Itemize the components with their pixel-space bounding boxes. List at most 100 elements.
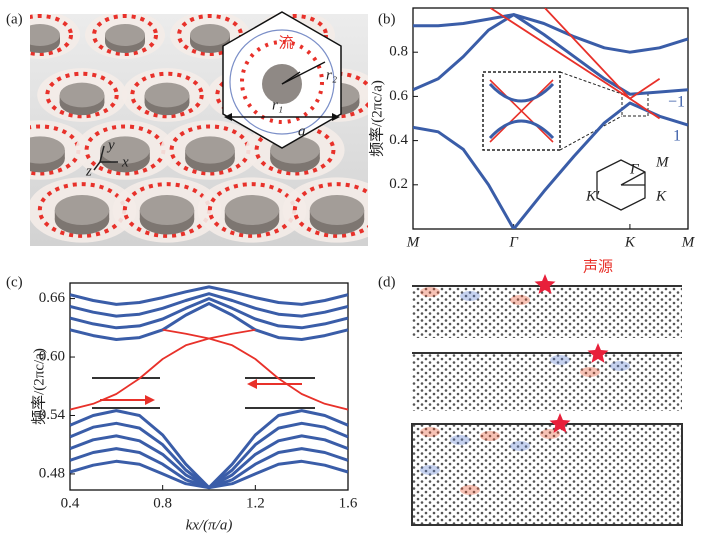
field-pattern xyxy=(420,274,630,495)
source-star xyxy=(549,413,571,433)
x-tick-label: K xyxy=(624,234,636,250)
y-tick-label: 0.66 xyxy=(39,290,66,306)
annotation: K xyxy=(655,188,667,204)
brillouin-zone xyxy=(596,159,646,211)
band-line xyxy=(544,8,661,100)
field-blob xyxy=(550,355,570,365)
r2-label: r₂ xyxy=(326,67,337,83)
flow-label: 流 xyxy=(278,34,293,51)
x-tick-label: 1.2 xyxy=(246,495,265,511)
rod-top xyxy=(190,24,230,46)
field-blob xyxy=(460,291,480,301)
x-label: x xyxy=(121,154,129,170)
panel-label: (b) xyxy=(378,11,396,27)
rod-top xyxy=(30,24,60,46)
rod-top xyxy=(139,195,195,225)
band-line xyxy=(70,421,348,490)
field-blob xyxy=(580,367,600,377)
field-blob xyxy=(420,427,440,437)
rod-top xyxy=(100,136,150,164)
arrow-head xyxy=(247,379,257,389)
y-tick-label: 0.6 xyxy=(389,88,408,104)
lattice-label: a xyxy=(298,123,306,139)
flow-ring xyxy=(240,40,324,124)
y-axis-label: 频率/(2πc/a) xyxy=(368,80,385,157)
y-tick-label: 0.54 xyxy=(39,407,66,423)
band-line xyxy=(70,292,348,318)
band-line xyxy=(413,13,688,96)
field-blob xyxy=(420,465,440,475)
rod-top xyxy=(144,82,190,108)
x-tick-label: 1.6 xyxy=(339,495,358,511)
source-label: 声源 xyxy=(583,257,613,275)
x-tick-label: 0.8 xyxy=(153,495,172,511)
rod-top xyxy=(54,195,110,225)
annotation: Γ xyxy=(629,161,640,177)
arrow-head xyxy=(224,113,232,121)
x-tick-label: 0.4 xyxy=(61,495,80,511)
inset-crossing xyxy=(489,79,554,143)
plot-frame xyxy=(69,282,349,491)
panel-label: (c) xyxy=(6,274,23,290)
y-tick-label: 0.2 xyxy=(389,176,408,192)
band-line xyxy=(70,285,348,306)
y-axis-arrow xyxy=(99,145,105,163)
source-star xyxy=(534,274,556,294)
r1-label: r₁ xyxy=(272,97,283,113)
rod-top xyxy=(105,24,145,46)
flow-ring xyxy=(45,71,119,119)
rod-top xyxy=(30,136,65,164)
waveguide-strip xyxy=(412,286,682,338)
field-blob xyxy=(510,295,530,305)
plot-frame xyxy=(412,7,689,230)
x-axis-label: kx/(π/a) xyxy=(186,517,233,533)
outer-ring xyxy=(229,29,335,135)
source-star xyxy=(587,343,609,363)
band-line xyxy=(413,101,688,229)
waveguide-strip xyxy=(412,353,682,411)
rod-top xyxy=(59,82,105,108)
field-blob xyxy=(610,361,630,371)
flow-ring xyxy=(130,71,204,119)
reference-lines xyxy=(92,377,315,409)
band-line xyxy=(70,459,348,490)
rod-top xyxy=(309,195,365,225)
y-tick-label: 0.60 xyxy=(39,348,65,364)
arrow-head xyxy=(332,113,340,121)
waveguide-strip xyxy=(411,423,683,526)
flow-ring xyxy=(92,14,158,56)
zoom-connector xyxy=(559,71,623,95)
rod-top xyxy=(224,195,280,225)
flow-ring xyxy=(292,182,368,238)
annotation: 1 xyxy=(673,128,681,145)
band-line xyxy=(70,302,348,341)
pillar-array xyxy=(30,14,368,243)
zoom-connector xyxy=(559,115,623,151)
band-line xyxy=(413,13,688,54)
z-axis-arrow xyxy=(93,161,101,171)
y-tick-label: 0.4 xyxy=(389,132,408,148)
band-line xyxy=(70,297,348,330)
annotation: K′ xyxy=(585,188,600,204)
panel-label: (a) xyxy=(6,11,23,27)
band-line xyxy=(70,447,348,490)
field-blob xyxy=(510,441,530,451)
flow-ring xyxy=(30,14,73,56)
band-line xyxy=(70,328,256,411)
x-tick-label: M xyxy=(681,234,696,250)
field-blob xyxy=(460,485,480,495)
z-label: z xyxy=(85,163,92,179)
field-blob xyxy=(450,435,470,445)
x-tick-label: M xyxy=(406,234,421,250)
field-blob xyxy=(420,287,440,297)
x-tick-label: Γ xyxy=(508,234,519,250)
y-axis-label: 频率/(2πc/a) xyxy=(30,348,47,425)
inset-bands xyxy=(488,82,555,140)
irreducible-wedge xyxy=(620,171,646,186)
y-label: y xyxy=(106,137,115,153)
annotation: −1 xyxy=(668,94,685,111)
annotation: M xyxy=(655,154,670,170)
